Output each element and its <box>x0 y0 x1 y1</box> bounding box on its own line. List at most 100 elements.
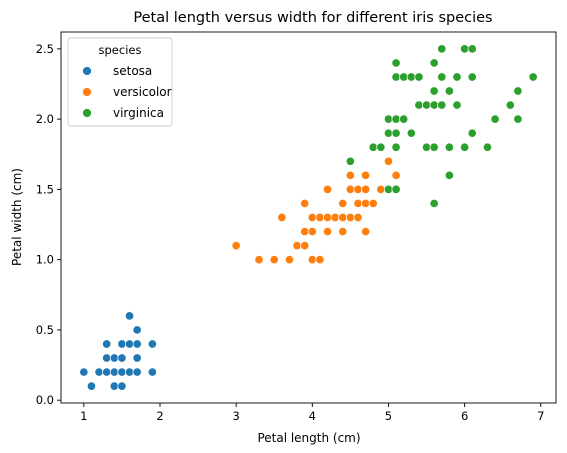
legend-marker-versicolor <box>82 87 92 97</box>
point-versicolor <box>300 241 310 251</box>
point-virginica <box>505 100 515 110</box>
legend-label-virginica: virginica <box>113 106 164 120</box>
legend-label-versicolor: versicolor <box>113 85 172 99</box>
point-virginica <box>437 100 447 110</box>
point-virginica <box>482 142 493 152</box>
point-virginica <box>437 44 447 54</box>
point-virginica <box>391 72 401 82</box>
point-virginica <box>444 142 454 152</box>
point-versicolor <box>353 198 363 208</box>
x-tick-label: 6 <box>461 409 468 423</box>
point-virginica <box>391 58 401 68</box>
point-setosa <box>109 367 119 377</box>
y-tick-label: 2.5 <box>36 42 54 56</box>
point-versicolor <box>361 170 371 180</box>
x-tick-label: 3 <box>232 409 239 423</box>
x-axis-label: Petal length (cm) <box>257 431 360 445</box>
point-virginica <box>444 86 454 96</box>
point-virginica <box>414 72 424 82</box>
point-virginica <box>429 58 439 68</box>
y-tick-label: 0.0 <box>36 393 54 407</box>
point-versicolor <box>376 184 386 194</box>
point-virginica <box>429 100 439 110</box>
point-versicolor <box>322 212 333 223</box>
point-virginica <box>437 72 447 82</box>
point-setosa <box>86 381 97 391</box>
point-setosa <box>117 367 127 377</box>
y-tick-label: 1.0 <box>36 253 54 267</box>
point-versicolor <box>307 227 317 237</box>
point-virginica <box>399 114 409 124</box>
point-versicolor <box>284 255 295 265</box>
point-virginica <box>513 86 523 96</box>
y-axis: 0.0 0.5 1.0 1.5 2.0 2.5 <box>36 42 61 407</box>
point-virginica <box>429 142 439 152</box>
x-tick-label: 5 <box>385 409 392 423</box>
point-setosa <box>132 339 142 349</box>
point-versicolor <box>300 227 310 237</box>
point-setosa <box>124 339 135 349</box>
x-tick-label: 7 <box>537 409 544 423</box>
point-versicolor <box>300 198 310 208</box>
point-virginica <box>528 72 538 82</box>
point-virginica <box>452 100 462 110</box>
point-virginica <box>391 142 401 152</box>
y-tick-label: 2.0 <box>36 112 54 126</box>
point-versicolor <box>231 241 241 251</box>
point-virginica <box>460 142 470 152</box>
point-versicolor <box>315 212 325 223</box>
point-versicolor <box>353 212 363 223</box>
point-virginica <box>383 114 394 124</box>
point-virginica <box>460 44 470 54</box>
point-setosa <box>117 381 127 391</box>
point-versicolor <box>353 184 363 194</box>
point-versicolor <box>330 212 340 223</box>
point-virginica <box>452 72 462 82</box>
data-points <box>79 44 538 391</box>
point-versicolor <box>254 255 264 265</box>
point-versicolor <box>338 227 348 237</box>
point-virginica <box>376 142 386 152</box>
point-versicolor <box>307 255 317 265</box>
point-versicolor <box>361 227 371 237</box>
point-setosa <box>102 367 112 377</box>
point-virginica <box>429 198 439 208</box>
series-setosa <box>79 311 157 391</box>
point-versicolor <box>345 184 355 194</box>
y-tick-label: 0.5 <box>36 323 54 337</box>
point-versicolor <box>292 241 302 251</box>
series-virginica <box>345 44 538 208</box>
point-virginica <box>391 184 401 194</box>
point-versicolor <box>345 212 355 223</box>
legend-marker-virginica <box>82 108 92 118</box>
x-tick-label: 4 <box>309 409 316 423</box>
point-versicolor <box>338 212 348 223</box>
point-setosa <box>124 367 135 377</box>
point-setosa <box>147 367 157 377</box>
y-axis-label: Petal width (cm) <box>10 168 24 266</box>
point-versicolor <box>322 184 333 194</box>
point-virginica <box>383 184 394 194</box>
point-virginica <box>414 100 424 110</box>
legend-entry-virginica: virginica <box>82 106 164 120</box>
point-setosa <box>94 367 104 377</box>
point-setosa <box>117 353 127 363</box>
point-setosa <box>102 353 112 363</box>
point-versicolor <box>322 227 333 237</box>
plot-frame <box>60 31 557 404</box>
point-versicolor <box>361 184 371 194</box>
legend-title: species <box>99 43 142 57</box>
legend-frame <box>67 37 173 127</box>
point-virginica <box>391 114 401 124</box>
point-virginica <box>421 100 432 110</box>
point-setosa <box>109 353 119 363</box>
point-virginica <box>429 86 439 96</box>
point-virginica <box>345 156 355 166</box>
point-virginica <box>368 142 378 152</box>
point-versicolor <box>361 198 371 208</box>
point-setosa <box>132 353 142 363</box>
point-virginica <box>467 72 477 82</box>
point-virginica <box>406 72 416 82</box>
chart-title: Petal length versus width for different … <box>133 10 492 26</box>
